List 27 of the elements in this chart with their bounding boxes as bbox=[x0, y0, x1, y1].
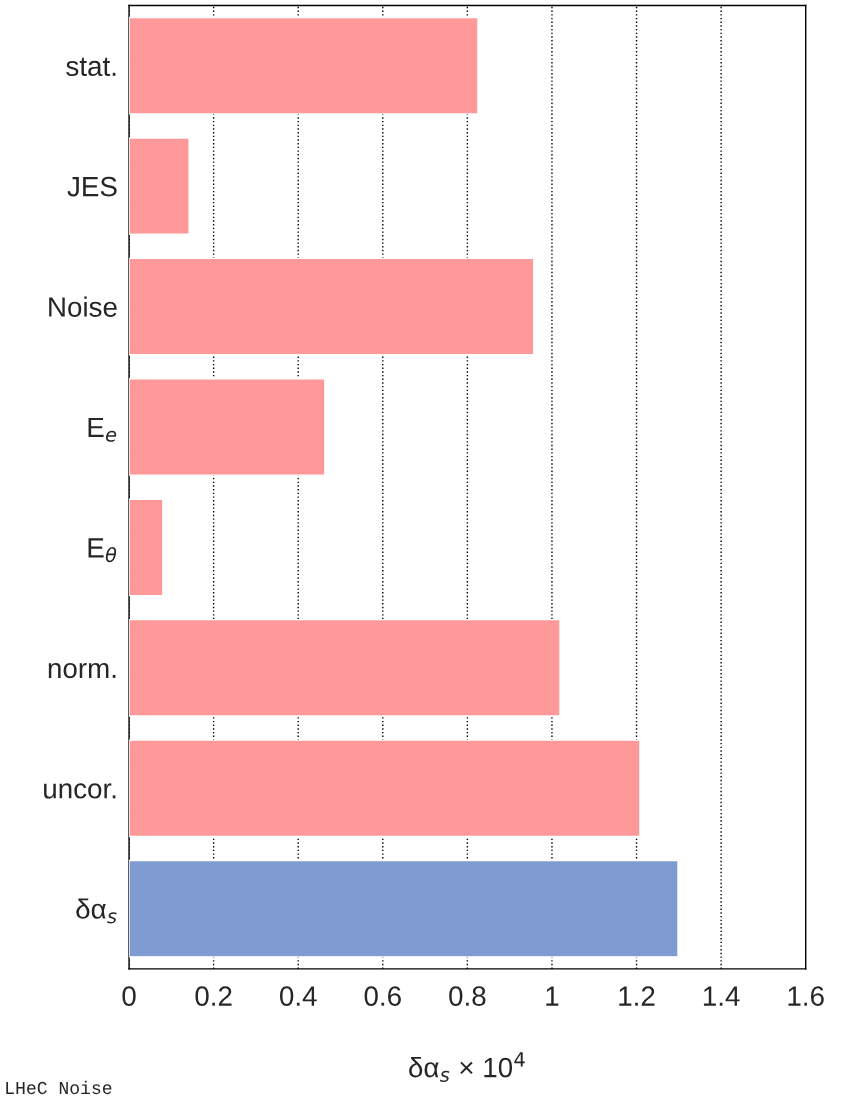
x-tick-label: 0.8 bbox=[449, 986, 486, 1006]
x-axis-title: δα$_{s}$ × 10$^{4}$ bbox=[409, 1052, 525, 1082]
bar bbox=[129, 16, 479, 115]
y-tick-label: JES bbox=[67, 176, 117, 197]
y-tick-label: stat. bbox=[66, 57, 116, 77]
y-tick-label: norm. bbox=[48, 662, 116, 679]
y-tick-label: E$_{e}$ bbox=[88, 417, 117, 442]
bar bbox=[129, 859, 679, 958]
bar bbox=[129, 498, 164, 597]
bar bbox=[129, 739, 641, 838]
x-tick-label: 0 bbox=[122, 986, 136, 1006]
y-tick-label: δα$_{s}$ bbox=[76, 898, 117, 924]
bar bbox=[129, 257, 535, 356]
x-tick-label: 0.2 bbox=[195, 986, 232, 1006]
x-tick-label: 1.4 bbox=[703, 986, 740, 1006]
bar bbox=[129, 137, 190, 236]
x-tick-label: 0.4 bbox=[279, 986, 317, 1006]
x-tick-label: 1.6 bbox=[788, 986, 824, 1006]
text: LHeC Noise bbox=[6, 1080, 112, 1095]
bar bbox=[129, 618, 561, 717]
x-tick-label: 0.6 bbox=[364, 986, 401, 1006]
y-tick-label: E$_{θ}$ bbox=[88, 538, 117, 563]
x-tick-label: 1 bbox=[546, 986, 559, 1006]
x-tick-label: 1.2 bbox=[619, 986, 655, 1006]
bar bbox=[129, 378, 326, 476]
y-tick-label: uncor. bbox=[44, 783, 116, 799]
y-tick-label: Noise bbox=[49, 296, 117, 317]
